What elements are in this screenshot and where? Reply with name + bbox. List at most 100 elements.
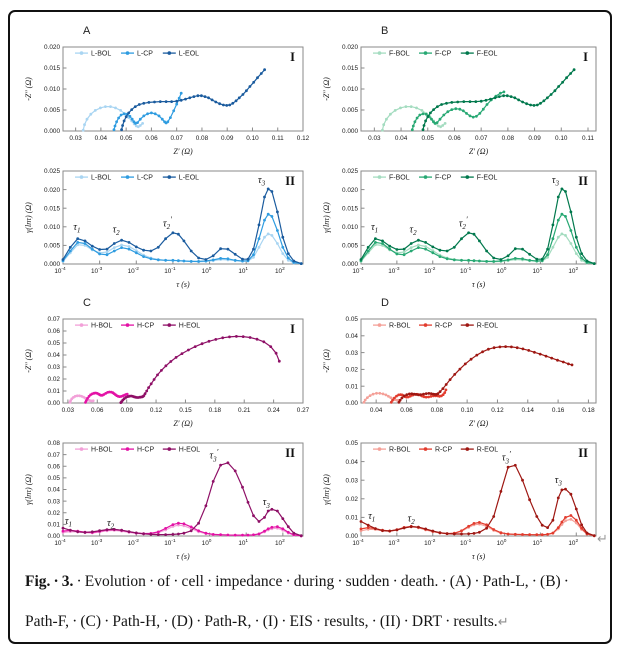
panel-c-eis-chart[interactable]: C 0.00 0.01 0.02 0.03 0.04 0.05 0.06 0.07 0.03 0.0… — [20, 294, 315, 430]
x-tick-label: 0.11 — [272, 135, 284, 142]
panel-b-eis-chart[interactable]: B 0.000 0.005 0.010 0.015 0.020 0.03 0.04 0.05 0.… — [318, 22, 608, 158]
x-tick-label: 0.21 — [238, 407, 251, 414]
x-tick-label: 0.06 — [400, 407, 413, 414]
annotation-tau3: τ3 — [263, 497, 271, 510]
corner-label-ii: II — [285, 446, 295, 460]
x-tick-label: 100 — [202, 266, 212, 275]
x-tick-label: 0.18 — [209, 407, 222, 414]
drt-plot-path-h: 0.00 0.01 0.02 0.03 0.04 0.05 0.06 0.07 0.08 10-4… — [24, 440, 304, 561]
x-tick-label: 0.06 — [448, 135, 461, 142]
annotation-tau2-prime: τ2′ — [459, 215, 468, 231]
x-tick-label: 0.03 — [62, 407, 75, 414]
legend-label: L-EOL — [179, 51, 199, 58]
y-axis-label: γ(lnτ) (Ω) — [24, 202, 33, 233]
y-tick-label: 0.025 — [44, 168, 60, 175]
y-tick-label: 0.020 — [44, 44, 60, 51]
y-axis-label: -Z″ (Ω) — [322, 349, 331, 373]
series-l-bol — [81, 105, 144, 132]
panel-a-eis-chart[interactable]: A 0.000 0.005 0.010 0.015 0.020 0.03 0.04 0.05 0.… — [20, 22, 315, 158]
x-tick-label: 0.09 — [528, 135, 541, 142]
y-tick-label: 0.07 — [48, 316, 61, 323]
x-tick-label: 0.09 — [120, 407, 133, 414]
y-tick-label: 0.000 — [44, 261, 60, 268]
y-tick-label: 0.015 — [342, 65, 358, 72]
annotation-tau3: τ3 — [258, 175, 266, 188]
panel-d-drt-chart[interactable]: 0.00 0.01 0.02 0.03 0.04 0.05 10-4 10-3 10-2 10-1… — [318, 430, 608, 563]
y-axis-label: -Z″ (Ω) — [24, 349, 33, 373]
y-tick-label: 0.000 — [44, 128, 60, 135]
x-tick-label: 102 — [275, 266, 285, 275]
legend-label: F-EOL — [477, 175, 498, 182]
legend-item-r-eol: R-EOL — [460, 447, 498, 454]
y-tick-label: 0.04 — [48, 352, 61, 359]
legend-label: H-BOL — [91, 323, 113, 330]
x-tick-label: 0.06 — [145, 135, 158, 142]
y-tick-label: 0.015 — [44, 65, 60, 72]
x-tick-label: 0.06 — [91, 407, 104, 414]
y-tick-label: 0.000 — [342, 261, 358, 268]
y-tick-label: 0.005 — [44, 243, 60, 250]
y-tick-label: 0.04 — [48, 487, 61, 494]
plot-frame — [360, 170, 597, 265]
legend-item-r-cp: R-CP — [419, 447, 452, 454]
legend-item-l-eol: L-EOL — [162, 175, 199, 182]
panel-letter-a: A — [83, 25, 91, 37]
legend-label: F-CP — [435, 175, 452, 182]
x-tick-label: 10-1 — [460, 538, 472, 547]
plot-frame — [360, 442, 597, 537]
annotation-tau1: τ1 — [65, 516, 72, 529]
y-tick-label: 0.02 — [48, 510, 61, 517]
y-tick-label: 0.010 — [342, 224, 358, 231]
legend-item-h-eol: H-EOL — [162, 323, 200, 330]
legend-item-f-cp: F-CP — [419, 175, 452, 182]
x-tick-label: 10-1 — [164, 538, 176, 547]
corner-label-i: I — [290, 322, 295, 336]
series-l-cp — [61, 212, 303, 265]
annotation-tau1: τ1 — [371, 222, 378, 235]
annotation-tau1: τ1 — [368, 511, 375, 524]
annotation-tau3: τ3 — [552, 175, 560, 188]
panel-d-eis-chart[interactable]: D 0.00 0.01 0.02 0.03 0.04 0.05 0.04 0.06 0.08 0.1… — [318, 294, 608, 430]
panel-a-drt-chart[interactable]: 0.000 0.005 0.010 0.015 0.020 0.025 10-4 10-3 10… — [20, 158, 315, 291]
legend-label: L-EOL — [179, 175, 199, 182]
legend-item-h-eol: H-EOL — [162, 447, 200, 454]
panel-letter-b: B — [381, 25, 388, 37]
corner-label-ii: II — [285, 174, 295, 188]
y-axis-label: γ(lnτ) (Ω) — [322, 202, 331, 233]
x-tick-label: 0.18 — [582, 407, 595, 414]
legend-item-l-bol: L-BOL — [75, 175, 111, 182]
annotation-tau2-prime: τ2′ — [163, 215, 172, 231]
plot-frame — [62, 442, 304, 537]
x-tick-label: 0.16 — [552, 407, 565, 414]
caption-line1: Fig. · 3. · Evolution · of · cell · impe… — [25, 573, 569, 630]
legend-label: F-BOL — [389, 51, 410, 58]
legend-item-h-cp: H-CP — [121, 323, 154, 330]
y-axis-label: γ(lnτ) (Ω) — [24, 474, 33, 505]
drt-plot-path-f: 0.000 0.005 0.010 0.015 0.020 0.025 10-4 10-3 10… — [322, 168, 597, 289]
y-tick-label: 0.05 — [48, 340, 61, 347]
plot-frame — [62, 46, 304, 132]
y-tick-label: 0.015 — [44, 205, 60, 212]
series-f-cp — [410, 90, 506, 132]
legend-item-f-bol: F-BOL — [373, 51, 410, 58]
x-axis-label: τ (s) — [472, 280, 486, 289]
legend-item-r-eol: R-EOL — [460, 323, 498, 330]
series-h-eol — [119, 335, 281, 404]
y-axis-label: γ(lnτ) (Ω) — [322, 474, 331, 505]
x-tick-label: 0.10 — [461, 407, 474, 414]
x-tick-label: 0.04 — [395, 135, 408, 142]
x-tick-label: 0.05 — [422, 135, 435, 142]
x-tick-label: 10-4 — [54, 538, 66, 547]
x-tick-label: 0.10 — [246, 135, 259, 142]
x-tick-label: 0.27 — [297, 407, 310, 414]
panel-c-drt-chart[interactable]: 0.00 0.01 0.02 0.03 0.04 0.05 0.06 0.07 0.08 10-4… — [20, 430, 315, 563]
plot-frame — [62, 170, 304, 265]
x-tick-label: 0.09 — [221, 135, 234, 142]
x-tick-label: 101 — [532, 538, 542, 547]
figure-frame-border — [8, 10, 612, 644]
panel-b-drt-chart[interactable]: 0.000 0.005 0.010 0.015 0.020 0.025 10-4 10-3 10… — [318, 158, 608, 291]
y-tick-label: 0.04 — [346, 333, 359, 340]
x-tick-label: 0.08 — [431, 407, 444, 414]
legend-item-h-cp: H-CP — [121, 447, 154, 454]
y-tick-label: 0.00 — [346, 400, 359, 407]
